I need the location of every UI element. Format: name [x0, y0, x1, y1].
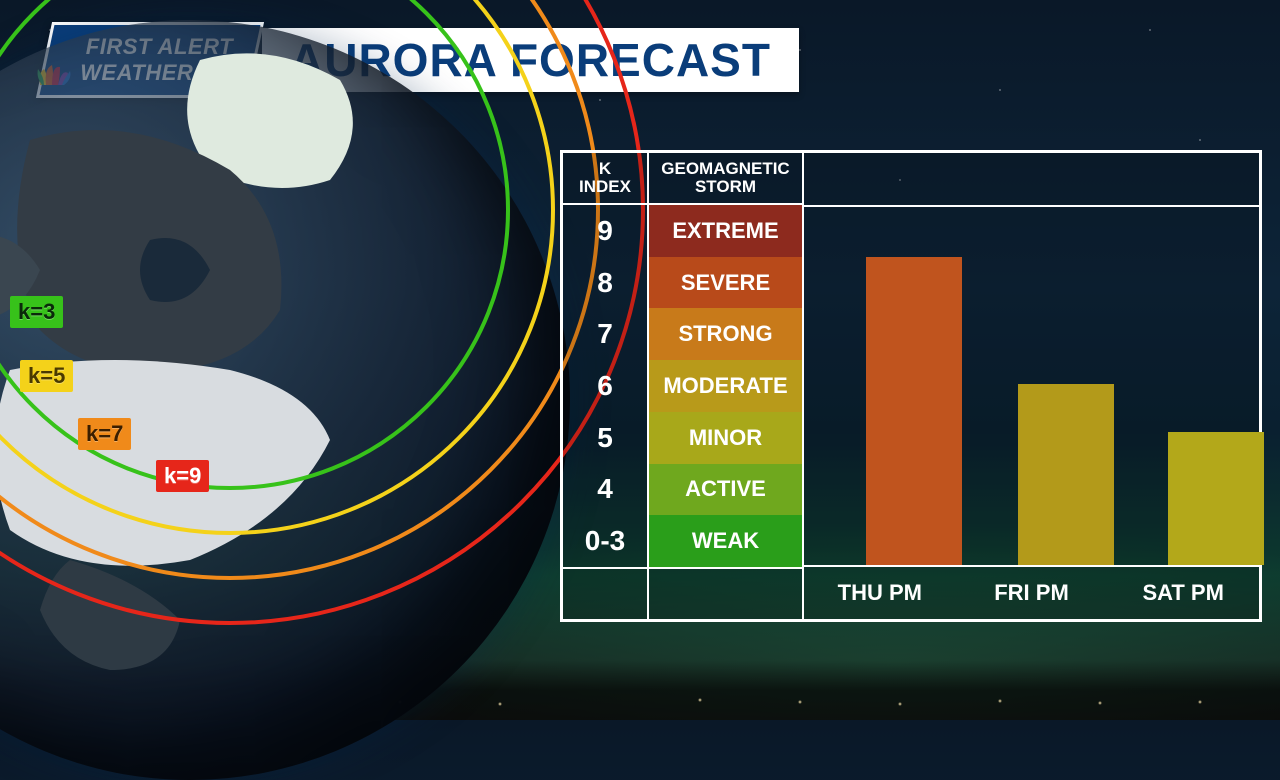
- storm-level-cell: MINOR: [649, 412, 804, 464]
- k-index-cell: 8: [563, 257, 649, 309]
- storm-level-cell: STRONG: [649, 308, 804, 360]
- k-index-cell: 6: [563, 360, 649, 412]
- storm-header: GEOMAGNETIC STORM: [649, 153, 804, 205]
- k-index-cell: 0-3: [563, 515, 649, 567]
- storm-level-cell: SEVERE: [649, 257, 804, 309]
- storm-col-footer: [649, 567, 804, 619]
- globe-container: k=3k=5k=7k=9: [0, 20, 570, 780]
- k-col-footer: [563, 567, 649, 619]
- k-ring-label-9: k=9: [156, 460, 209, 492]
- k-index-column: K INDEX 9876540-3: [563, 153, 649, 619]
- k-index-cell: 7: [563, 308, 649, 360]
- k-index-cell: 4: [563, 464, 649, 516]
- chart-plot-area: [804, 205, 1259, 567]
- storm-level-cell: MODERATE: [649, 360, 804, 412]
- chart-x-label: FRI PM: [956, 567, 1108, 619]
- k-index-cell: 5: [563, 412, 649, 464]
- forecast-panel: K INDEX 9876540-3 GEOMAGNETIC STORM EXTR…: [560, 150, 1262, 622]
- forecast-bar: [1168, 432, 1264, 565]
- k-index-header: K INDEX: [563, 153, 649, 205]
- forecast-bar-chart: THU PMFRI PMSAT PM: [804, 153, 1259, 619]
- chart-x-axis: THU PMFRI PMSAT PM: [804, 567, 1259, 619]
- storm-level-cell: WEAK: [649, 515, 804, 567]
- forecast-bar: [1018, 384, 1114, 565]
- storm-level-cell: EXTREME: [649, 205, 804, 257]
- k-index-cell: 9: [563, 205, 649, 257]
- storm-level-cell: ACTIVE: [649, 464, 804, 516]
- storm-level-column: GEOMAGNETIC STORM EXTREMESEVERESTRONGMOD…: [649, 153, 804, 619]
- chart-x-label: SAT PM: [1107, 567, 1259, 619]
- panel-scale: K INDEX 9876540-3 GEOMAGNETIC STORM EXTR…: [563, 153, 804, 619]
- forecast-bar: [866, 257, 962, 565]
- chart-x-label: THU PM: [804, 567, 956, 619]
